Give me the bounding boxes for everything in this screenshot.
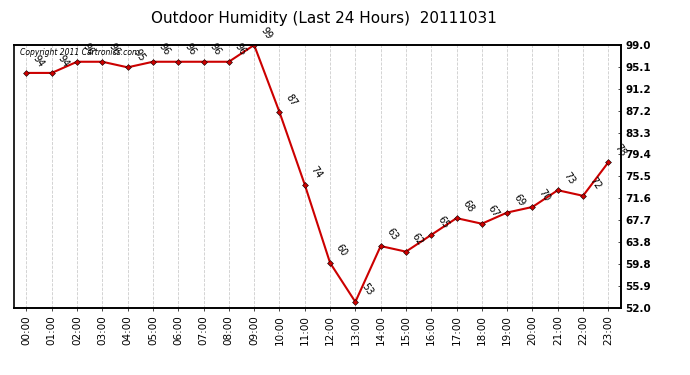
Text: 62: 62 bbox=[410, 232, 426, 248]
Text: 96: 96 bbox=[182, 42, 197, 58]
Text: 96: 96 bbox=[208, 42, 223, 58]
Text: Outdoor Humidity (Last 24 Hours)  20111031: Outdoor Humidity (Last 24 Hours) 2011103… bbox=[151, 11, 497, 26]
Text: 73: 73 bbox=[562, 170, 578, 186]
Text: 96: 96 bbox=[233, 42, 248, 58]
Text: 70: 70 bbox=[537, 187, 552, 203]
Text: 53: 53 bbox=[359, 282, 375, 298]
Text: 96: 96 bbox=[157, 42, 172, 58]
Text: 96: 96 bbox=[106, 42, 121, 58]
Text: 69: 69 bbox=[511, 193, 526, 208]
Text: 72: 72 bbox=[587, 176, 602, 192]
Text: 74: 74 bbox=[309, 165, 324, 180]
Text: 96: 96 bbox=[81, 42, 97, 58]
Text: 67: 67 bbox=[486, 204, 502, 219]
Text: 94: 94 bbox=[56, 53, 71, 69]
Text: Copyright 2011 Cartronics.com: Copyright 2011 Cartronics.com bbox=[20, 48, 139, 57]
Text: 99: 99 bbox=[258, 25, 273, 41]
Text: 65: 65 bbox=[435, 215, 451, 231]
Text: 95: 95 bbox=[132, 47, 147, 63]
Text: 94: 94 bbox=[30, 53, 46, 69]
Text: 63: 63 bbox=[385, 226, 400, 242]
Text: 78: 78 bbox=[613, 142, 628, 158]
Text: 87: 87 bbox=[284, 92, 299, 108]
Text: 68: 68 bbox=[461, 198, 476, 214]
Text: 60: 60 bbox=[334, 243, 349, 259]
